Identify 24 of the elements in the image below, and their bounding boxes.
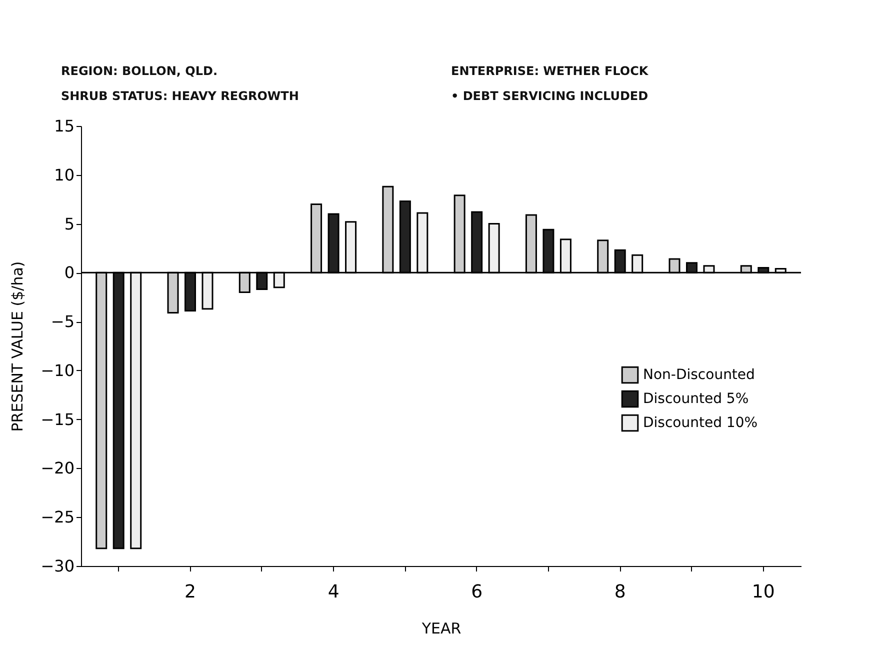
y-tick-label: −25 — [40, 508, 74, 527]
y-tick-label: −5 — [50, 312, 74, 332]
x-tick-label: 8 — [614, 582, 626, 602]
x-tick-label: 4 — [328, 582, 340, 602]
y-tick-label: 15 — [54, 116, 74, 136]
legend-label: Non-Discounted — [643, 367, 755, 383]
y-tick-label: −10 — [40, 360, 74, 380]
y-axis-title: PRESENT VALUE ($/ha) — [8, 261, 27, 432]
legend-label: Discounted 10% — [643, 415, 758, 431]
y-tick-label: 0 — [64, 263, 74, 282]
y-tick-label: 10 — [54, 165, 74, 184]
x-tick-label: 6 — [471, 582, 483, 602]
y-tick-label: −15 — [40, 410, 74, 429]
text: ENTERPRISE: WETHER FLOCK — [451, 64, 649, 78]
y-tick-label: −20 — [40, 458, 74, 478]
x-axis-title: YEAR — [420, 620, 462, 638]
text: • DEBT SERVICING INCLUDED — [451, 89, 648, 103]
text: REGION: BOLLON, QLD. — [61, 64, 218, 78]
legend-label: Discounted 5% — [643, 391, 749, 407]
x-tick-label: 10 — [752, 582, 775, 602]
text: SHRUB STATUS: HEAVY REGROWTH — [61, 89, 299, 103]
x-tick-label: 2 — [184, 582, 196, 602]
y-tick-label: 5 — [64, 214, 74, 234]
y-tick-label: −30 — [40, 556, 74, 576]
